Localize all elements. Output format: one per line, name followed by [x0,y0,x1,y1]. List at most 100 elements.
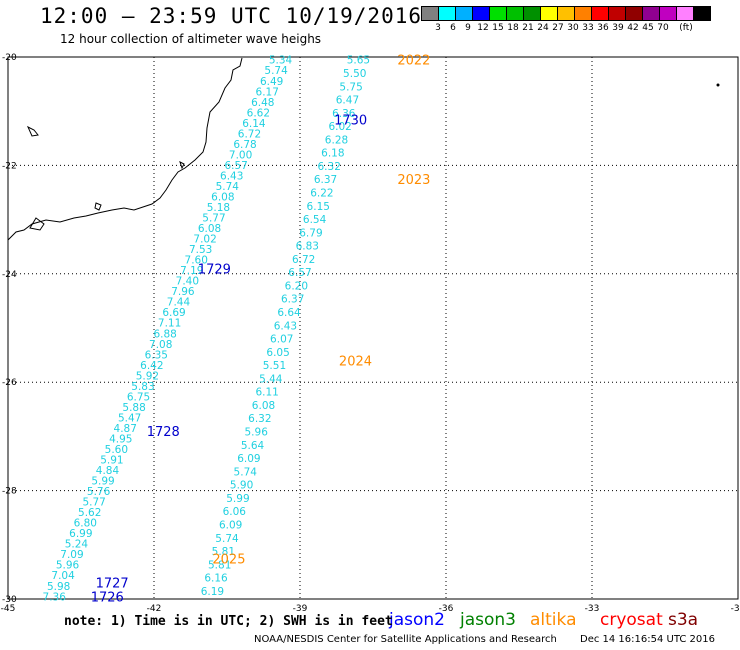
color-scale-label: 70 [657,23,669,33]
satellite-legend-jason3: jason3 [460,610,516,630]
wave-height-value: 6.11 [255,387,278,399]
wave-height-value: 5.18 [207,202,230,214]
wave-height-value: 6.18 [321,148,344,160]
track-time-label: 1730 [334,113,367,128]
wave-height-value: 5.74 [234,466,258,478]
wave-height-value: 5.24 [65,539,89,551]
color-scale-label: 18 [507,23,519,33]
wave-height-value: 4.87 [114,423,137,435]
wave-height-value: 6.48 [251,97,274,109]
longitude-tick-label: -39 [293,604,308,614]
wave-height-value: 5.64 [241,440,265,452]
wave-height-value: 6.05 [266,347,289,359]
wave-height-value: 5.96 [245,427,269,439]
latitude-tick-label: -26 [2,378,17,388]
track-time-label: 1727 [96,577,129,592]
wave-height-value: 6.43 [220,170,243,182]
color-scale-label: 9 [465,23,471,33]
satellite-legend-jason2: jason2 [389,610,445,630]
track-time-label: 1729 [198,262,231,277]
wave-height-value: 6.75 [127,391,150,403]
color-scale-label: 27 [552,23,564,33]
wave-height-value: 6.79 [299,227,322,239]
wave-height-value: 6.09 [237,453,260,465]
wave-height-value: 7.36 [43,591,67,603]
coastline [7,57,243,241]
wave-height-value: 6.02 [328,121,351,133]
wave-height-value: 5.62 [78,507,101,519]
wave-height-value: 5.47 [118,412,141,424]
wave-height-value: 6.78 [233,139,256,151]
latitude-tick-label: -20 [2,53,17,63]
wave-height-value: 7.40 [176,276,199,288]
wave-height-value: 6.72 [238,128,261,140]
longitude-tick-label: -42 [147,604,162,614]
color-scale-label: 39 [612,23,624,33]
wave-height-value: 6.14 [242,118,266,130]
wave-height-value: 7.02 [193,234,216,246]
wave-height-value: 5.74 [216,181,240,193]
wave-height-value: 6.43 [274,320,297,332]
wave-height-value: 6.32 [248,413,271,425]
color-scale-label: 3 [435,23,441,33]
wave-height-value: 6.69 [162,307,185,319]
color-scale-label: 24 [537,23,549,33]
wave-height-value: 5.90 [230,480,253,492]
satellite-legend-cryosat: cryosat [600,610,663,630]
wave-height-value: 5.65 [347,55,370,67]
track-time-label: 2025 [212,552,245,567]
satellite-legend-s3a: s3a [668,610,699,630]
latitude-tick-label: -24 [2,270,17,280]
wave-height-value: 6.72 [292,254,315,266]
satellite-legend-altika: altika [530,610,577,630]
wave-height-value: 5.74 [215,533,239,545]
track-time-label: 2022 [397,54,430,69]
wave-height-value: 6.62 [247,107,270,119]
coastline-island [26,125,39,137]
latitude-tick-label: -22 [2,161,17,171]
wave-height-value: 5.77 [202,213,225,225]
wave-height-value: 5.60 [105,444,128,456]
wave-height-value: 5.81 [208,559,231,571]
wave-height-value: 6.64 [277,307,301,319]
track-time-label: 1726 [91,590,124,605]
wave-height-value: 6.99 [69,528,92,540]
color-scale-label: 36 [597,23,609,33]
wave-height-value: 6.32 [318,161,341,173]
wave-height-value: 5.34 [269,55,293,67]
wave-height-value: 6.07 [270,334,293,346]
wave-height-value: 5.74 [264,65,288,77]
wave-height-value: 6.42 [140,360,163,372]
legend-note: note: 1) Time is in UTC; 2) SWH is in fe… [64,614,393,629]
wave-height-value: 6.28 [325,134,348,146]
coastline-island [94,202,102,211]
wave-height-value: 7.11 [158,318,181,330]
map-subtitle: 12 hour collection of altimeter wave hei… [60,32,322,46]
wave-height-value: 6.08 [252,400,275,412]
wave-height-value: 7.19 [180,265,203,277]
color-scale-unit: (ft) [679,23,693,33]
wave-height-value: 6.36 [332,108,356,120]
wave-height-value: 5.92 [136,370,159,382]
island-dot [716,83,720,87]
color-scale-label: 12 [477,23,489,33]
generation-timestamp: Dec 14 16:16:54 UTC 2016 [580,634,715,645]
color-scale-label: 33 [582,23,594,33]
wave-height-value: 6.08 [211,191,234,203]
wave-height-value: 5.51 [263,360,286,372]
wave-height-value: 7.00 [229,149,252,161]
wave-height-value: 6.09 [219,519,242,531]
wave-height-value: 6.80 [74,518,97,530]
wave-height-value: 5.50 [343,68,366,80]
wave-height-value: 6.83 [296,241,319,253]
wave-height-value: 5.91 [100,455,123,467]
wave-height-value: 6.54 [303,214,327,226]
credit-line: NOAA/NESDIS Center for Satellite Applica… [254,634,557,645]
color-scale-label: 42 [627,23,639,33]
wave-height-value: 5.98 [47,581,70,593]
color-scale-label: 45 [642,23,654,33]
coastline-small-bay [29,217,45,231]
wave-height-value: 4.95 [109,433,132,445]
wave-height-value: 6.08 [198,223,221,235]
